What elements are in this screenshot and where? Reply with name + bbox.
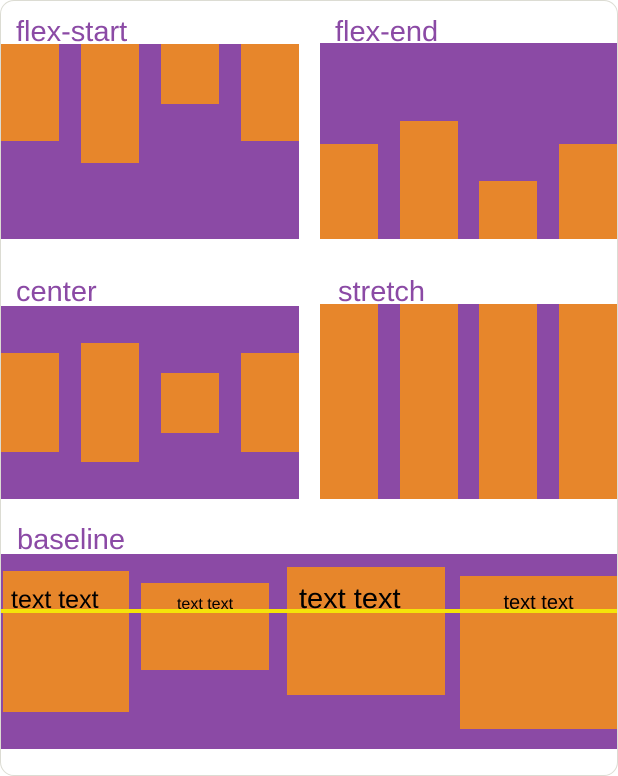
panel-title-flex-end: flex-end [335,16,439,48]
flex-container-stretch [320,304,617,499]
flex-item [161,372,219,433]
baseline-item-text: text text [503,592,574,614]
flex-container-flex-start [1,44,299,239]
flex-item [320,304,378,499]
panel-title-center: center [16,276,97,308]
panel-title-stretch: stretch [338,276,426,308]
flex-item [399,121,458,239]
flex-item [81,343,139,462]
baseline-item: text text [3,571,129,712]
baseline-item: text text [287,567,445,695]
flex-item [241,44,299,141]
flex-item [161,44,219,104]
flex-item [479,181,538,239]
flex-item [241,353,299,452]
baseline-line [1,609,617,613]
flex-item [81,44,139,163]
flex-item [399,304,458,499]
flex-container-flex-end [320,43,617,239]
panel-title-baseline: baseline [17,524,126,556]
flex-item [558,144,617,239]
flex-item [320,144,378,239]
flex-item [479,304,538,499]
panel-title-flex-start: flex-start [16,16,128,48]
flex-item [558,304,617,499]
baseline-item-text: text text [176,596,234,613]
flex-container-baseline: text text text text text text text text [1,554,617,749]
baseline-item: text text [141,583,269,670]
baseline-item-text: text text [299,583,401,615]
flex-container-center [1,306,299,499]
baseline-item-text: text text [11,586,99,614]
flex-item [1,44,59,141]
flex-item [1,353,59,452]
baseline-item: text text [460,576,617,729]
